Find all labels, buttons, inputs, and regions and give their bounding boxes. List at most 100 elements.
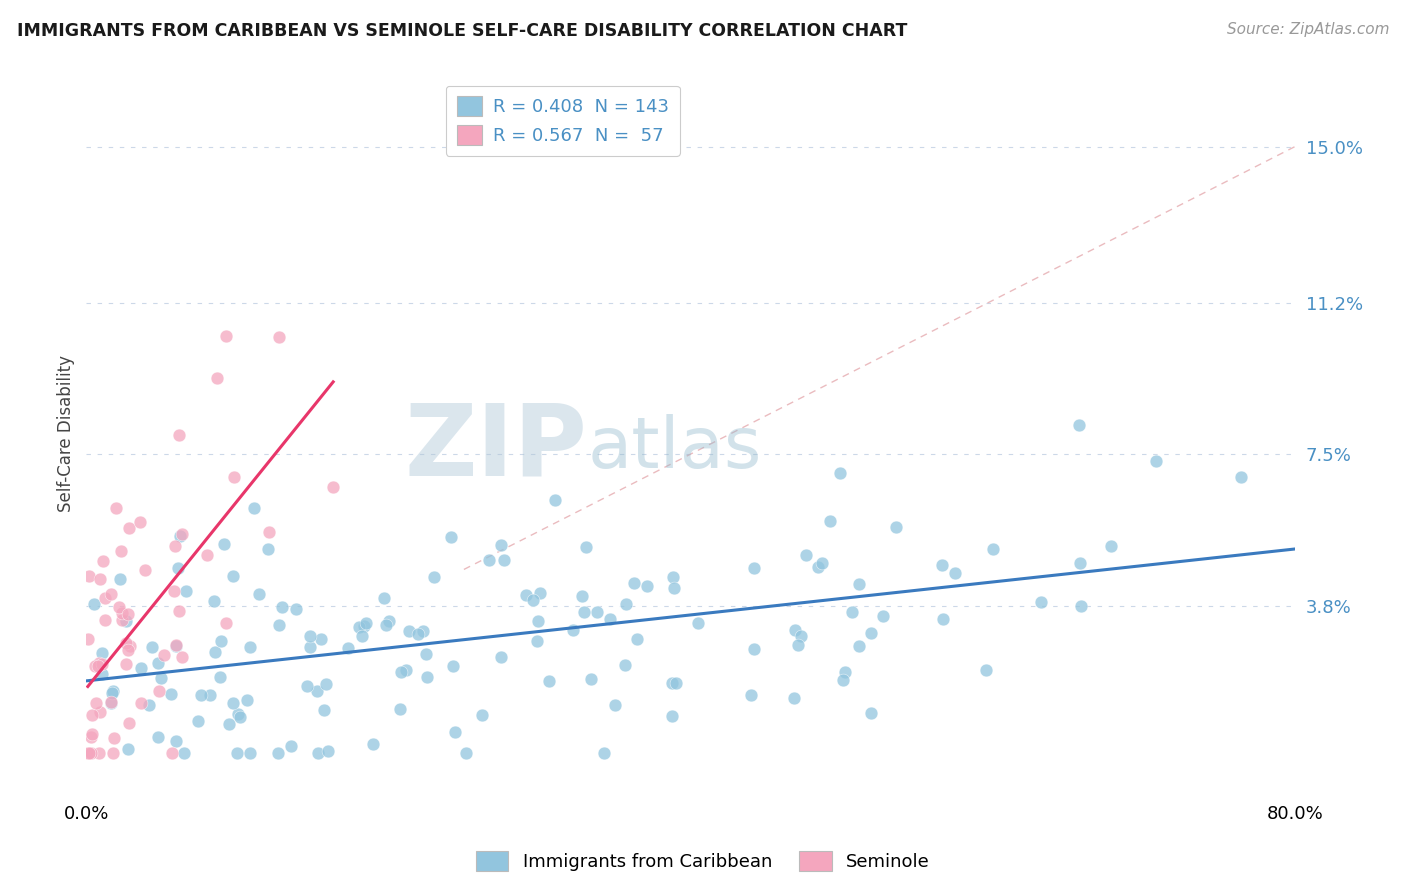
Point (77, 569, 100, 583)
Point (110, 544, 132, 558)
Point (228, 707, 250, 722)
Point (932, 612, 955, 626)
Point (114, 657, 136, 672)
Point (790, 629, 813, 643)
Point (91, 554, 114, 568)
Point (312, 703, 335, 717)
Point (305, 684, 328, 698)
Point (1069, 417, 1091, 432)
Point (108, 600, 131, 615)
Point (307, 747, 329, 761)
Point (350, 629, 373, 643)
Point (574, 605, 596, 619)
Point (522, 593, 544, 607)
Point (91, 667, 114, 681)
Point (153, 648, 176, 662)
Point (515, 588, 537, 602)
Point (395, 664, 418, 678)
Point (981, 541, 1004, 556)
Point (599, 612, 621, 626)
Point (841, 606, 863, 620)
Point (120, 639, 142, 653)
Point (529, 586, 551, 600)
Point (271, 600, 294, 615)
Point (1070, 599, 1092, 614)
Point (603, 698, 626, 712)
Point (166, 561, 188, 575)
Text: ZIP: ZIP (405, 400, 588, 497)
Point (1099, 539, 1122, 553)
Point (101, 747, 124, 761)
Point (160, 688, 183, 702)
Point (170, 649, 193, 664)
Point (579, 673, 602, 687)
Point (299, 640, 322, 654)
Point (117, 742, 139, 756)
Point (235, 692, 257, 706)
Point (84, 696, 107, 710)
Point (280, 739, 302, 753)
Point (818, 514, 841, 528)
Point (204, 645, 226, 659)
Point (884, 520, 907, 534)
Point (80, 708, 103, 723)
Point (243, 500, 266, 515)
Point (83, 597, 105, 611)
Point (354, 615, 377, 630)
Point (527, 615, 550, 629)
Point (87, 658, 110, 673)
Point (129, 696, 152, 710)
Point (138, 698, 160, 713)
Point (134, 564, 156, 578)
Point (165, 639, 187, 653)
Point (100, 696, 122, 710)
Point (742, 561, 765, 575)
Point (454, 747, 477, 761)
Point (406, 627, 429, 641)
Point (214, 536, 236, 550)
Point (662, 570, 685, 584)
Point (146, 657, 169, 671)
Point (94, 591, 117, 606)
Point (141, 640, 163, 654)
Point (91, 647, 114, 661)
Point (169, 529, 191, 543)
Point (848, 576, 870, 591)
Point (976, 663, 998, 677)
Point (239, 747, 262, 761)
Point (571, 589, 593, 603)
Point (257, 524, 280, 539)
Point (347, 620, 370, 634)
Point (93, 613, 115, 627)
Point (661, 675, 683, 690)
Point (169, 428, 191, 442)
Point (614, 658, 637, 673)
Point (872, 609, 894, 624)
Point (787, 638, 810, 652)
Point (77, 747, 100, 761)
Point (807, 560, 830, 574)
Point (239, 640, 262, 655)
Point (79, 747, 101, 761)
Point (860, 626, 883, 640)
Point (160, 747, 183, 761)
Point (224, 470, 246, 484)
Point (831, 673, 853, 687)
Point (148, 683, 170, 698)
Point (1144, 454, 1167, 468)
Point (636, 578, 658, 592)
Point (83, 659, 105, 673)
Point (1230, 470, 1253, 484)
Point (100, 695, 122, 709)
Point (103, 731, 125, 746)
Point (195, 549, 218, 563)
Point (299, 629, 322, 643)
Point (172, 527, 194, 541)
Point (389, 701, 412, 715)
Point (209, 634, 232, 648)
Point (162, 583, 184, 598)
Text: atlas: atlas (588, 414, 762, 483)
Point (105, 501, 128, 516)
Point (76, 747, 98, 761)
Point (76, 632, 98, 646)
